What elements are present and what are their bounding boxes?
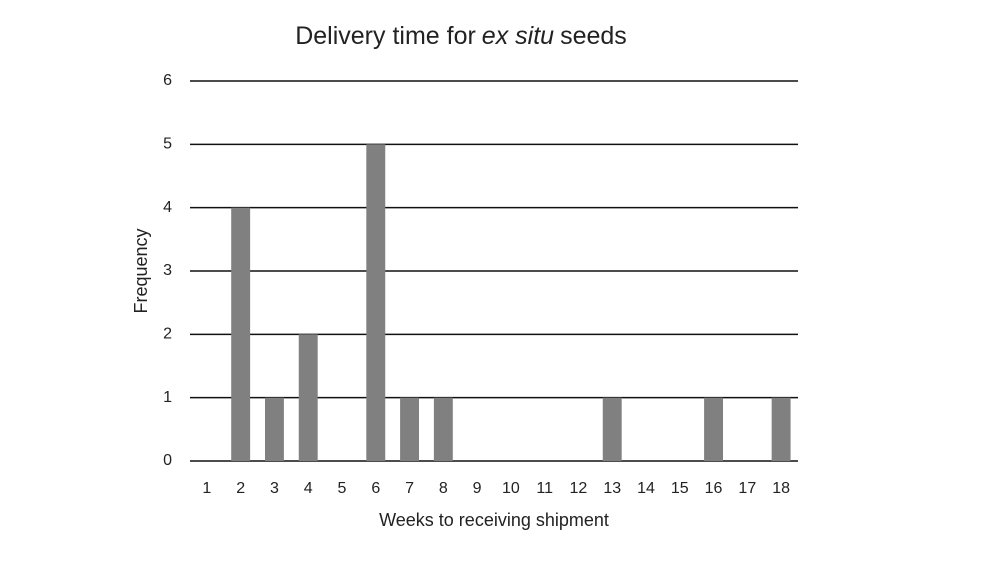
bar <box>400 397 420 461</box>
x-tick-label: 1 <box>202 480 211 497</box>
x-tick-label: 15 <box>671 480 689 497</box>
title-part: Delivery time for <box>295 22 476 50</box>
x-tick-label: 2 <box>236 480 245 497</box>
x-tick-label: 4 <box>304 480 313 497</box>
y-tick-label: 5 <box>163 136 172 153</box>
x-tick-label: 18 <box>772 480 790 497</box>
y-tick-label: 3 <box>163 262 172 279</box>
y-tick-label: 0 <box>163 452 172 469</box>
x-axis-label: Weeks to receiving shipment <box>379 510 609 530</box>
y-tick-label: 4 <box>163 199 172 216</box>
chart-title: Delivery time for ex situ seeds <box>295 22 627 50</box>
title-part: ex situ <box>482 22 554 50</box>
x-tick-label: 10 <box>502 480 520 497</box>
x-tick-label: 13 <box>603 480 621 497</box>
y-axis-label: Frequency <box>131 228 151 313</box>
x-tick-label: 14 <box>637 480 655 497</box>
x-tick-label: 16 <box>705 480 723 497</box>
y-tick-label: 2 <box>163 326 172 343</box>
bar <box>366 144 386 462</box>
y-tick-label: 6 <box>163 72 172 89</box>
bar <box>704 397 724 461</box>
x-tick-label: 17 <box>738 480 756 497</box>
x-tick-label: 3 <box>270 480 279 497</box>
y-tick-label: 1 <box>163 389 172 406</box>
x-tick-label: 11 <box>536 480 553 497</box>
bar <box>264 397 284 461</box>
bar <box>231 207 251 461</box>
bar <box>602 397 622 461</box>
bar <box>298 334 318 461</box>
title-part: seeds <box>560 22 627 50</box>
x-tick-label: 12 <box>570 480 588 497</box>
x-tick-label: 6 <box>371 480 380 497</box>
x-tick-label: 7 <box>405 480 414 497</box>
x-tick-label: 8 <box>439 480 448 497</box>
bar <box>433 397 453 461</box>
x-tick-label: 5 <box>338 480 347 497</box>
bar <box>771 397 791 461</box>
x-tick-label: 9 <box>473 480 482 497</box>
